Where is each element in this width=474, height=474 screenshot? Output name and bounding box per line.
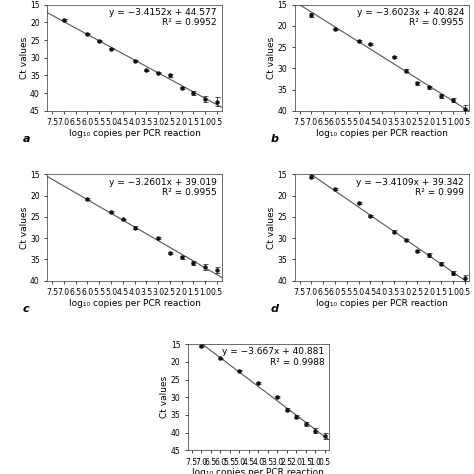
Text: c: c <box>23 304 29 314</box>
Text: y = −3.667x + 40.881
R² = 0.9988: y = −3.667x + 40.881 R² = 0.9988 <box>222 347 324 367</box>
Y-axis label: Ct values: Ct values <box>267 36 276 79</box>
Text: y = −3.4109x + 39.342
R² = 0.999: y = −3.4109x + 39.342 R² = 0.999 <box>356 178 464 197</box>
X-axis label: log₁₀ copies per PCR reaction: log₁₀ copies per PCR reaction <box>316 299 448 308</box>
X-axis label: log₁₀ copies per PCR reaction: log₁₀ copies per PCR reaction <box>316 129 448 138</box>
Text: b: b <box>271 134 279 144</box>
X-axis label: log₁₀ copies per PCR reaction: log₁₀ copies per PCR reaction <box>69 299 201 308</box>
Text: d: d <box>271 304 279 314</box>
Y-axis label: Ct values: Ct values <box>160 376 169 419</box>
Text: a: a <box>23 134 30 144</box>
Text: y = −3.6023x + 40.824
R² = 0.9955: y = −3.6023x + 40.824 R² = 0.9955 <box>356 8 464 27</box>
Y-axis label: Ct values: Ct values <box>19 206 28 249</box>
Y-axis label: Ct values: Ct values <box>267 206 276 249</box>
Text: y = −3.4152x + 44.577
R² = 0.9952: y = −3.4152x + 44.577 R² = 0.9952 <box>109 8 217 27</box>
X-axis label: log₁₀ copies per PCR reaction: log₁₀ copies per PCR reaction <box>69 129 201 138</box>
X-axis label: log₁₀ copies per PCR reaction: log₁₀ copies per PCR reaction <box>192 468 324 474</box>
Text: y = −3.2601x + 39.019
R² = 0.9955: y = −3.2601x + 39.019 R² = 0.9955 <box>109 178 217 197</box>
Y-axis label: Ct values: Ct values <box>19 36 28 79</box>
